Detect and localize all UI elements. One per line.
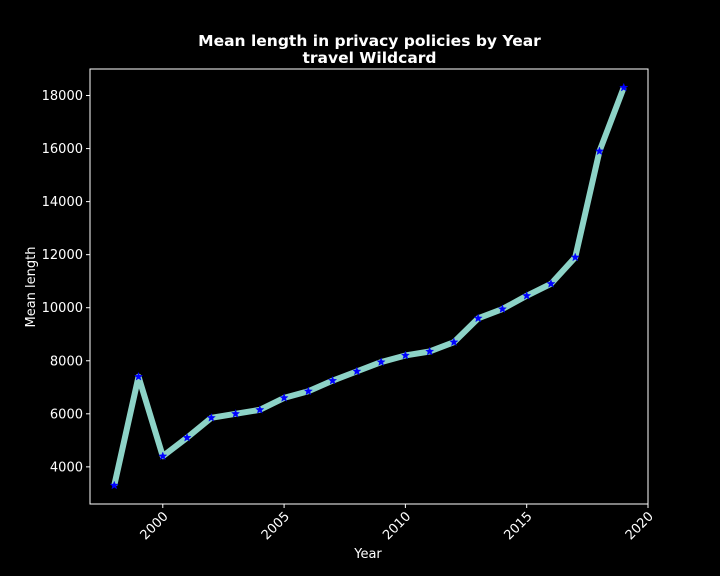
- x-axis-ticks: 2000 2005 2010 2015 2020: [138, 504, 657, 543]
- y-tick-label: 4000: [50, 460, 83, 475]
- data-point-marker: [449, 337, 459, 347]
- data-point-marker: [473, 313, 483, 323]
- x-tick-label: 2005: [259, 509, 293, 543]
- x-axis-label: Year: [353, 547, 382, 562]
- data-point-marker: [182, 432, 192, 442]
- x-tick-label: 2000: [138, 509, 172, 543]
- y-tick-label: 14000: [42, 195, 83, 210]
- data-point-marker: [425, 346, 435, 356]
- data-point-marker: [570, 252, 580, 262]
- data-point-marker: [328, 375, 338, 385]
- y-tick-label: 8000: [50, 354, 83, 369]
- data-point-marker: [109, 480, 119, 490]
- data-point-marker: [206, 413, 216, 422]
- plot-frame: [89, 68, 649, 505]
- chart-title: Mean length in privacy policies by Year …: [198, 32, 541, 67]
- data-point-marker: [231, 409, 241, 418]
- data-point-marker: [352, 366, 362, 376]
- x-tick-label: 2020: [623, 509, 657, 543]
- x-tick-label: 2015: [502, 509, 536, 543]
- y-tick-label: 10000: [42, 301, 83, 316]
- y-axis-label: Mean length: [24, 247, 39, 328]
- data-point-marker: [158, 451, 168, 461]
- data-point-marker: [619, 82, 629, 92]
- data-point-marker: [594, 146, 604, 156]
- data-point-marker: [255, 405, 265, 414]
- y-axis-ticks: 4000 6000 8000 10000 12000 14000 16000 18000: [42, 89, 90, 475]
- series-line: [111, 86, 627, 487]
- series-group: [109, 82, 629, 490]
- chart-title-line-1: Mean length in privacy policies by Year: [198, 32, 541, 50]
- plot-area: [89, 68, 649, 505]
- data-point-marker: [376, 357, 386, 366]
- data-point-marker: [303, 386, 313, 396]
- data-point-marker: [522, 291, 532, 300]
- data-point-marker: [279, 393, 289, 402]
- y-tick-label: 6000: [50, 407, 83, 422]
- data-point-marker: [497, 304, 507, 313]
- y-tick-label: 16000: [42, 142, 83, 157]
- x-tick-label: 2010: [380, 509, 414, 543]
- data-point-marker: [400, 350, 410, 360]
- y-tick-label: 12000: [42, 248, 83, 263]
- data-point-marker: [134, 371, 144, 381]
- data-point-marker: [546, 279, 556, 288]
- chart-title-line-2: travel Wildcard: [302, 49, 436, 67]
- y-tick-label: 18000: [42, 89, 83, 104]
